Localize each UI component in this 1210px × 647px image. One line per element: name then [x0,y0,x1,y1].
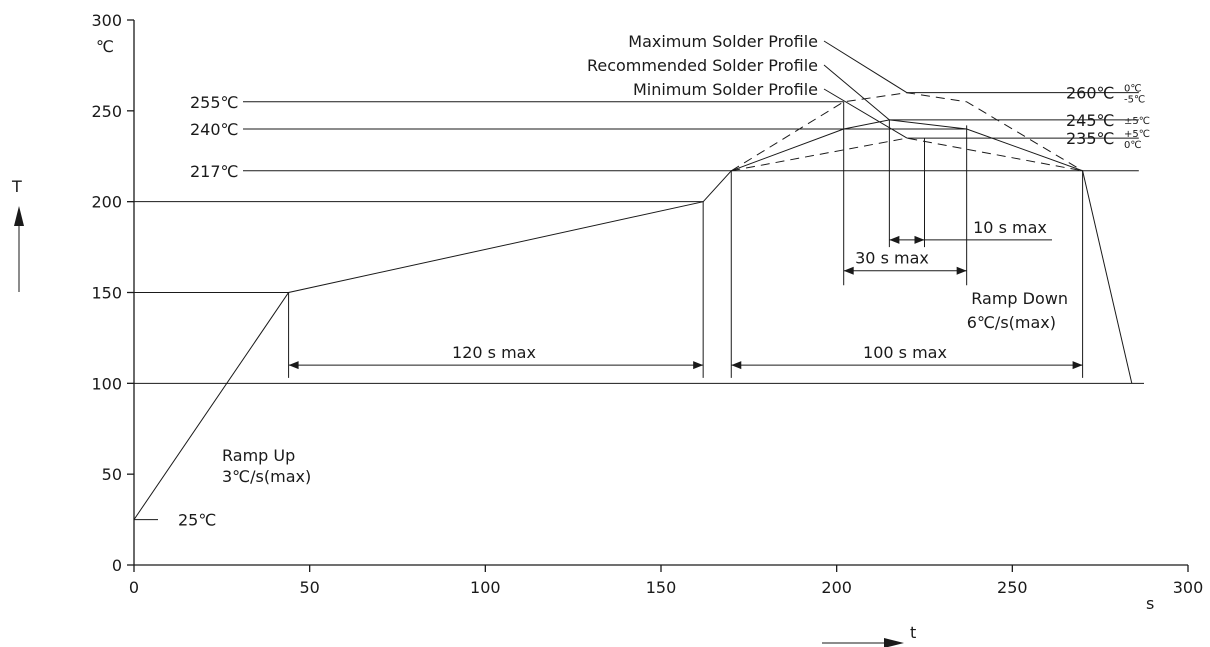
y-tick-label: 0 [112,556,122,575]
peak-tol-bottom-260: -5℃ [1124,95,1145,106]
duration-arrow-icon [288,361,299,370]
peak-tol-bottom-235: 0℃ [1124,140,1142,151]
duration-arrow-icon [843,266,854,275]
legend-leader-2 [823,40,908,94]
peak-tol-top-260: 0℃ [1124,84,1142,95]
ramp-up-rate: 3℃/s(max) [222,467,311,486]
y-axis-label: T [11,177,22,196]
y-unit-label: ℃ [96,37,114,56]
ramp-down-title: Ramp Down [971,289,1068,308]
series-line-0 [731,137,1083,172]
y-tick-label: 100 [91,374,122,393]
peak-tol-245: ±5℃ [1124,116,1150,127]
duration-arrow-icon [956,266,967,275]
ramp-down-rate: 6℃/s(max) [967,313,1056,332]
legend-leader-1 [823,64,890,121]
x-tick-label: 50 [299,578,319,597]
series-line-2 [731,92,1083,172]
x-tick-label: 200 [821,578,852,597]
y-tick-label: 200 [91,193,122,212]
duration-arrow-icon [693,361,704,370]
y-tick-label: 150 [91,284,122,303]
duration-arrow-icon [1072,361,1083,370]
axes: 0 50 100 150 200 250 300 0 50 100 150 200 250 300 ℃ s Tt [11,11,1203,647]
x-tick-label: 250 [997,578,1028,597]
duration-label-2: 30 s max [855,249,929,268]
duration-label-0: 120 s max [452,343,536,362]
temp-label-217: 217℃ [190,162,239,181]
x-tick-label: 0 [129,578,139,597]
x-tick-label: 300 [1173,578,1204,597]
peak-label-260: 260℃ [1066,84,1115,103]
legend-leader-0 [823,88,908,139]
duration-label-1: 100 s max [863,343,947,362]
y-tick-label: 50 [102,465,122,484]
duration-label-3: 10 s max [973,218,1047,237]
peak-label-245: 245℃ [1066,111,1115,130]
y-arrow-head-icon [14,206,24,226]
legend-label-1: Recommended Solder Profile [587,56,818,75]
duration-markers: 120 s max 100 s max 30 s max 10 s max [288,101,1084,378]
x-tick-label: 100 [470,578,501,597]
x-tick-label: 150 [646,578,677,597]
x-arrow-head-icon [884,638,904,647]
x-axis-label: t [910,623,916,642]
x-unit-label: s [1146,594,1154,613]
temp-label-240: 240℃ [190,120,239,139]
duration-arrow-icon [889,235,900,244]
y-tick-label: 250 [91,102,122,121]
y-tick-label: 300 [91,11,122,30]
peak-tol-top-235: +5℃ [1124,129,1150,140]
legend-label-0: Minimum Solder Profile [633,80,818,99]
legend-label-2: Maximum Solder Profile [628,32,818,51]
temp-label-255: 255℃ [190,93,239,112]
duration-arrow-icon [731,361,742,370]
peak-label-235: 235℃ [1066,129,1115,148]
duration-arrow-icon [914,235,925,244]
ramp-up-title: Ramp Up [222,446,295,465]
temp-label-25: 25℃ [178,511,216,530]
